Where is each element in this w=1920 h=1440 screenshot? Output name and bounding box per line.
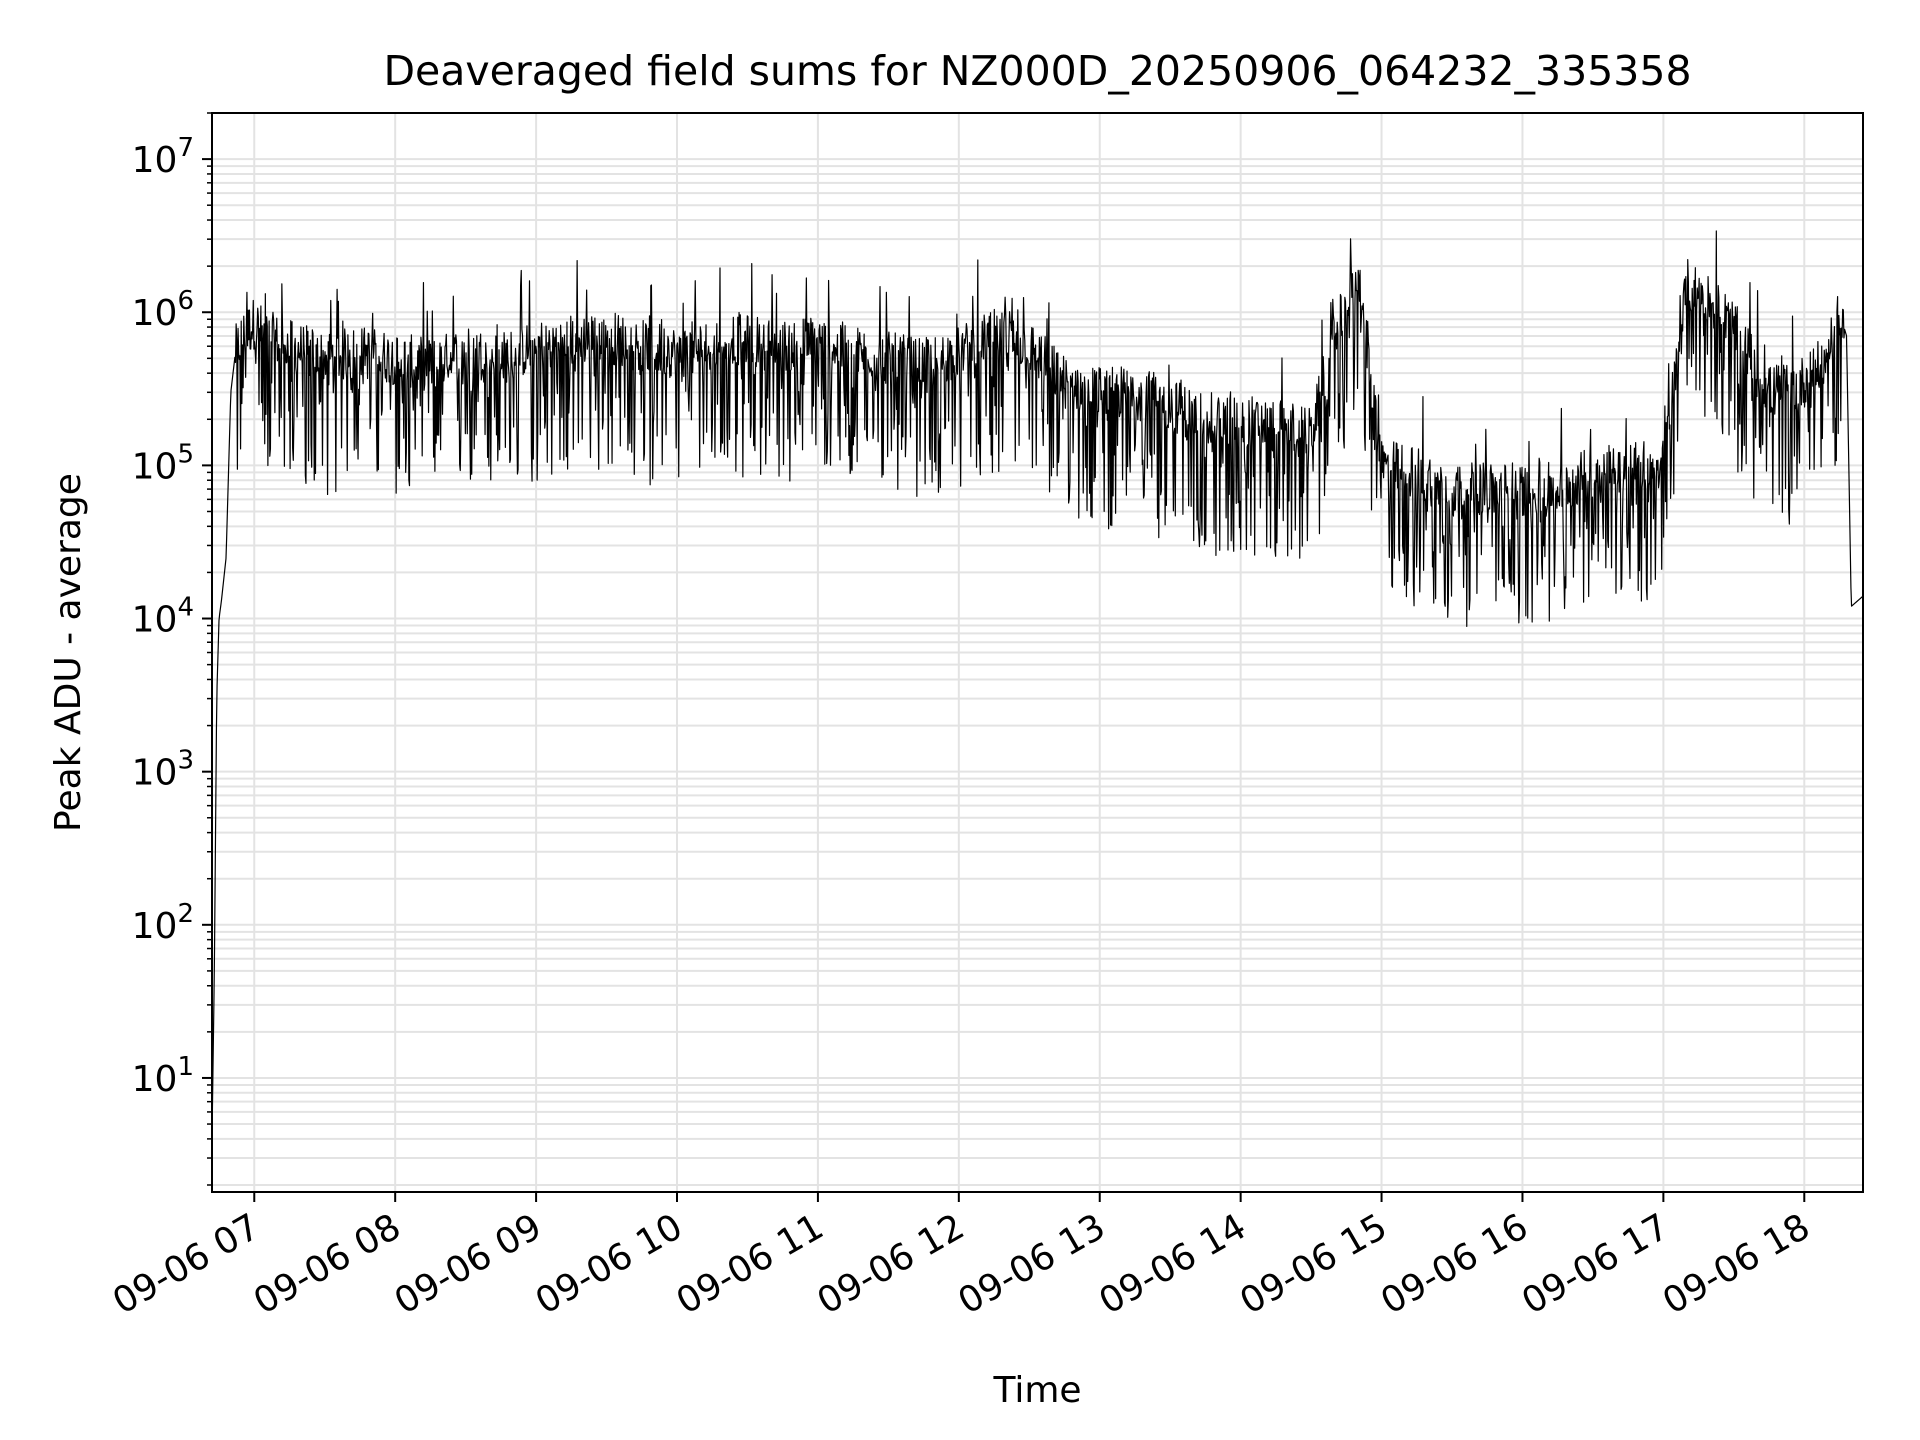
x-tick-label: 09-06 11	[670, 1206, 831, 1322]
x-tick-label: 09-06 17	[1515, 1206, 1676, 1322]
y-tick-label: 106	[132, 286, 194, 334]
y-tick-label: 105	[132, 439, 194, 487]
gridlines	[212, 112, 1863, 1192]
series-line	[211, 230, 1864, 1139]
x-tick-label: 09-06 09	[388, 1206, 549, 1322]
x-tick-label: 09-06 07	[106, 1206, 267, 1322]
x-tick-label: 09-06 12	[811, 1206, 972, 1322]
x-tick-label: 09-06 14	[1092, 1206, 1253, 1322]
x-tick-label: 09-06 15	[1233, 1206, 1394, 1322]
x-tick-label: 09-06 13	[952, 1206, 1113, 1322]
y-axis-label: Peak ADU - average	[48, 473, 89, 832]
y-tick-label: 107	[132, 133, 194, 181]
y-tick-label: 101	[132, 1052, 194, 1100]
x-tick-label: 09-06 18	[1656, 1206, 1817, 1322]
plot-data	[211, 230, 1864, 1139]
y-tick-label: 104	[132, 593, 194, 641]
y-tick-label: 103	[132, 746, 194, 794]
x-tick-label: 09-06 16	[1374, 1206, 1535, 1322]
x-tick-label: 09-06 08	[247, 1206, 408, 1322]
x-axis-label: Time	[992, 1370, 1081, 1411]
x-tick-label: 09-06 10	[529, 1206, 690, 1322]
y-tick-label: 102	[132, 899, 194, 947]
chart-title: Deaveraged field sums for NZ000D_2025090…	[383, 47, 1691, 95]
